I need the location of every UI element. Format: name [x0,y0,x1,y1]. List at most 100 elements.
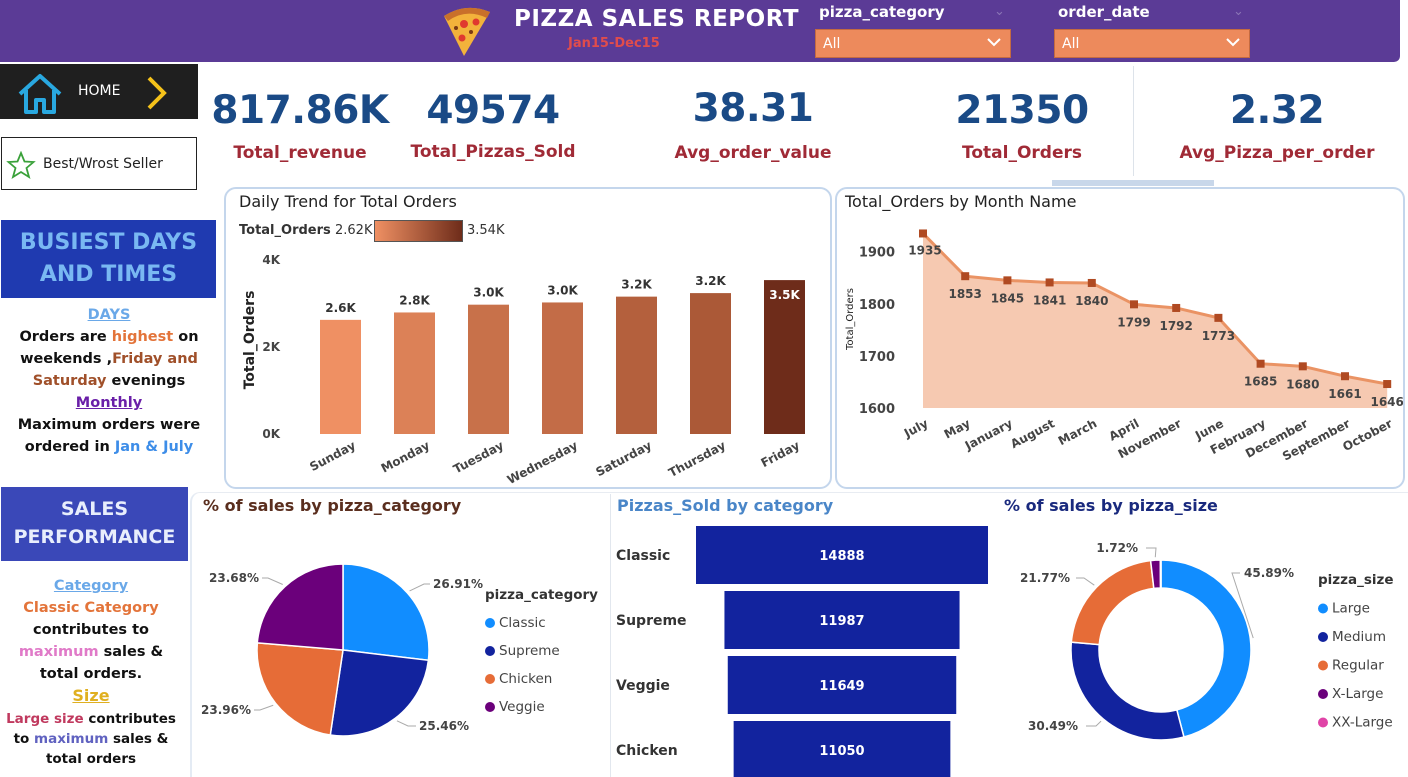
leader-line [254,704,274,711]
bar[interactable] [468,304,509,434]
legend-swatch[interactable] [1318,689,1328,699]
chevron-down-icon[interactable]: ⌄ [1233,4,1244,19]
legend-item[interactable]: Classic [499,615,546,631]
slice[interactable] [256,642,344,736]
data-label: 3.2K [695,274,726,288]
data-label: 2.6K [325,301,356,315]
data-label: 3.5K [769,288,800,302]
legend-swatch[interactable] [1318,717,1328,728]
leader-line [409,583,430,592]
data-label: 45.89% [1244,566,1294,580]
data-point[interactable] [1045,278,1054,287]
home-icon [18,74,62,114]
legend-item[interactable]: Regular [1332,658,1384,674]
text-span: weekends , [20,351,113,367]
chevron-down-icon[interactable]: ⌄ [994,4,1005,19]
x-tick-label: Tuesday [451,438,506,476]
y-tick-label: 0K [262,427,280,441]
kpi-avg-order-value-label: Avg_order_value [674,143,832,163]
data-point[interactable] [1298,362,1307,371]
slice[interactable] [1159,559,1162,589]
bar[interactable] [690,293,731,434]
x-tick-label: March [1056,416,1099,448]
legend-item[interactable]: XX-Large [1332,715,1393,731]
order-date-slicer-label: order_date [1058,3,1150,21]
legend-item[interactable]: Chicken [499,671,552,687]
legend-item[interactable]: X-Large [1332,686,1383,702]
bar[interactable] [727,656,957,714]
bar[interactable] [696,526,988,584]
legend-item[interactable]: Large [1332,601,1370,617]
text-span: Friday and [112,351,198,367]
legend-swatch[interactable] [485,646,495,656]
category-pie-title: % of sales by pizza_category [203,496,462,515]
data-point[interactable] [1130,300,1138,309]
kpi-total-orders-value: 21350 [955,88,1089,133]
legend-swatch[interactable] [485,618,495,628]
legend-title: pizza_size [1318,572,1394,588]
bar[interactable] [320,319,361,434]
data-label: 1799 [1117,315,1150,329]
data-label: 1685 [1244,375,1277,389]
days-label: DAYS [87,307,131,323]
bar[interactable] [733,721,951,777]
legend-swatch[interactable] [485,702,495,712]
bar[interactable] [616,296,657,434]
size-donut-title: % of sales by pizza_size [1004,496,1218,515]
data-label: 11050 [819,744,864,759]
data-point[interactable] [1341,372,1349,381]
slice[interactable] [1070,559,1155,646]
slice[interactable] [1160,559,1252,738]
data-point[interactable] [1214,313,1223,322]
y-tick-label: 4K [262,253,280,267]
data-point[interactable] [1087,278,1096,287]
data-point[interactable] [1003,276,1012,285]
data-point[interactable] [1172,303,1181,312]
text-span: highest [111,329,174,345]
data-label: 25.46% [419,719,469,733]
slice[interactable] [1070,641,1185,741]
pizza-category-dropdown[interactable]: All [815,29,1011,58]
text-span: Orders are [19,329,112,345]
leader-line [1231,572,1254,639]
bar[interactable] [542,302,583,434]
legend-swatch[interactable] [485,674,495,684]
data-label: 1646 [1370,395,1403,409]
legend-item[interactable]: Supreme [499,643,560,659]
leader-line [1086,720,1102,727]
text-span: sales & [98,644,164,660]
bar[interactable] [724,591,960,649]
report-subtitle: Jan15-Dec15 [568,36,660,51]
order-date-dropdown[interactable]: All [1054,29,1250,58]
kpi-total-revenue-label: Total_revenue [233,143,367,163]
sales-performance-text: Category Classic Category contributes to… [0,575,182,707]
data-point[interactable] [919,229,927,238]
chevron-down-icon [1226,38,1240,47]
data-point[interactable] [1383,380,1392,389]
legend-swatch[interactable] [1318,660,1328,671]
x-tick-label: July [901,416,931,441]
order-date-selected: All [1062,36,1080,52]
y-tick-label: 1900 [859,246,895,261]
legend-swatch[interactable] [1318,632,1328,642]
slice[interactable] [256,563,344,651]
bar[interactable] [394,312,435,434]
legend-item[interactable]: Medium [1332,629,1386,645]
legend-swatch[interactable] [1318,603,1328,614]
data-point[interactable] [961,272,970,281]
best-worst-seller-label: Best/Wrost Seller [43,156,163,172]
series-line [921,232,1388,386]
bar[interactable] [764,280,805,434]
text-span: to [13,731,35,747]
y-tick-label: 1700 [859,350,895,365]
monthly-label: Monthly [75,395,143,411]
best-worst-seller-button[interactable] [1,137,197,190]
legend-item[interactable]: Veggie [499,699,545,715]
slice[interactable] [329,649,430,737]
x-tick-label: Monday [379,438,432,475]
slice[interactable] [342,563,430,662]
data-point[interactable] [1256,359,1265,368]
daily-trend-bar-chart: Total_Orders 0K 2K 4K 2.6K Sunday 2.8K Monday 3.… [242,253,805,484]
y-axis-label: Total_Orders [242,291,258,390]
text-span: maximum [18,644,99,660]
